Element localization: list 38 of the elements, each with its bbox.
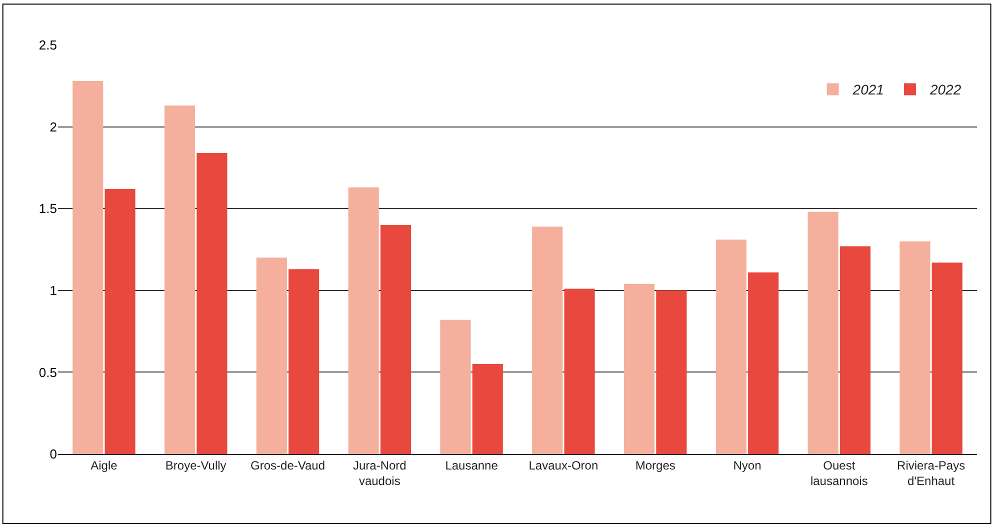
bar xyxy=(840,246,871,454)
bar xyxy=(72,80,104,454)
bar xyxy=(472,364,503,454)
bar xyxy=(104,188,136,454)
x-tick-label: Ouest lausannois xyxy=(810,458,868,488)
y-tick-label: 1 xyxy=(50,282,57,298)
y-tick-label: 0 xyxy=(50,446,57,462)
x-tick-label: Morges xyxy=(635,458,676,472)
x-tick-label: Lavaux-Oron xyxy=(528,458,598,472)
x-tick-label: Riviera-Pays d'Enhaut xyxy=(897,458,966,488)
x-tick-label: Gros-de-Vaud xyxy=(250,458,325,472)
bar xyxy=(348,187,379,454)
bar xyxy=(656,290,687,454)
bar xyxy=(288,269,320,454)
bar xyxy=(380,224,412,454)
y-tick-label: 2.5 xyxy=(38,38,57,53)
bar xyxy=(748,272,779,454)
bar xyxy=(440,320,471,454)
bar xyxy=(532,226,563,454)
x-tick-label: Aigle xyxy=(90,458,118,472)
legend-label: 2021 xyxy=(852,82,884,98)
y-tick-label: 1.5 xyxy=(38,201,57,216)
bar xyxy=(900,241,930,454)
bar xyxy=(164,106,196,454)
bar xyxy=(564,288,595,454)
y-tick-label: 2 xyxy=(50,119,57,134)
bar xyxy=(808,212,838,454)
bar xyxy=(716,240,746,454)
x-tick-label: Jura-Nord vaudois xyxy=(352,458,406,488)
legend-label: 2022 xyxy=(928,82,962,98)
x-tick-label: Nyon xyxy=(733,458,762,472)
bar xyxy=(256,258,287,454)
x-tick-label: Broye-Vully xyxy=(165,458,226,472)
bar xyxy=(624,284,655,454)
x-tick-label: Lausanne xyxy=(445,458,498,472)
bar xyxy=(196,152,228,454)
y-tick-label: 0.5 xyxy=(38,364,57,380)
bar xyxy=(932,262,962,454)
